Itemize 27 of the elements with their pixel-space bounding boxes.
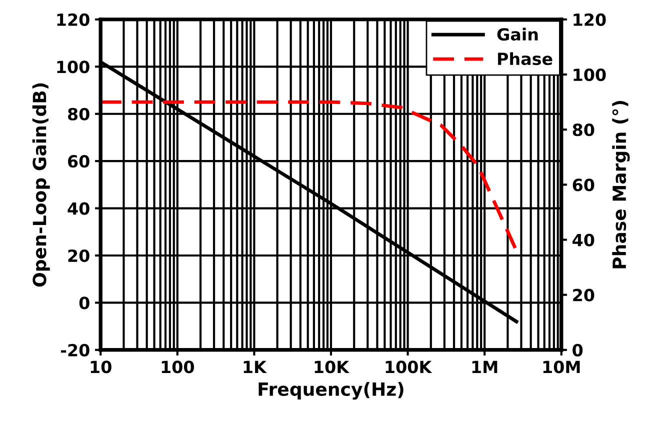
x-axis-title: Frequency(Hz)	[258, 382, 404, 400]
y-tick-label: 20	[68, 249, 90, 262]
y2-axis-title: Phase Margin (°)	[612, 101, 630, 268]
y2-tick-label: 120	[574, 13, 606, 26]
x-tick-label: 100K	[386, 360, 432, 374]
y-axis-title: Open-Loop Gain(dB)	[32, 83, 50, 287]
legend-label: Gain	[497, 28, 538, 41]
legend-label: Phase	[498, 52, 552, 66]
y2-tick-label: 80	[572, 124, 594, 136]
x-tick-label: 1K	[244, 360, 267, 373]
y-tick-label: 0	[79, 296, 90, 310]
y-tick-label: 60	[68, 155, 90, 168]
y-tick-label: 40	[68, 202, 90, 215]
y-tick-label: 80	[68, 108, 90, 120]
x-tick-label: 10M	[543, 360, 580, 374]
y2-tick-label: 40	[572, 234, 594, 246]
y2-tick-label: 60	[572, 178, 594, 192]
y2-tick-label: 0	[572, 344, 583, 356]
y2-tick-label: 100	[574, 68, 606, 82]
y-tick-label: -20	[60, 344, 90, 356]
x-tick-label: 1M	[472, 360, 498, 373]
x-tick-label: 10	[90, 360, 112, 374]
y-tick-label: 120	[57, 13, 90, 26]
y-tick-label: 100	[57, 60, 90, 74]
x-tick-label: 10K	[314, 360, 350, 374]
y2-tick-label: 20	[573, 288, 594, 302]
x-tick-label: 100	[162, 360, 194, 374]
